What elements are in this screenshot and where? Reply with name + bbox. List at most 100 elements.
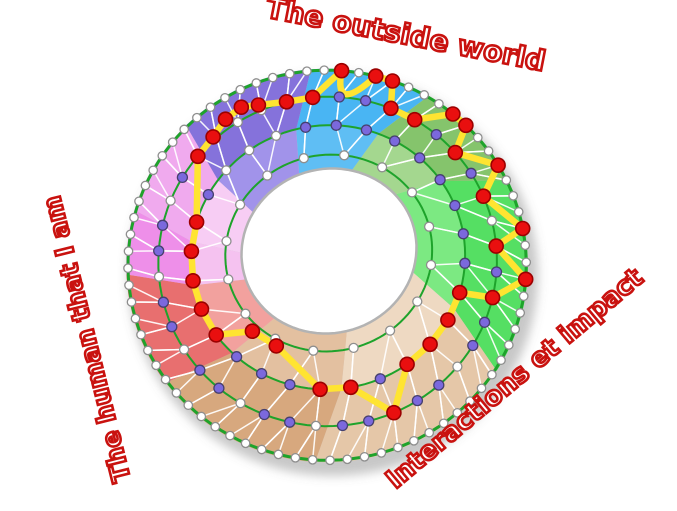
node-white[interactable]: [521, 257, 532, 268]
node-white[interactable]: [412, 296, 423, 307]
node-white[interactable]: [123, 246, 134, 257]
node-red-highlight[interactable]: [383, 100, 399, 117]
node-white[interactable]: [157, 150, 168, 161]
node-slate[interactable]: [465, 167, 477, 179]
node-white[interactable]: [465, 396, 475, 406]
node-white[interactable]: [423, 221, 435, 232]
node-white[interactable]: [425, 259, 437, 271]
node-white[interactable]: [256, 444, 267, 455]
node-white[interactable]: [240, 308, 251, 319]
node-white[interactable]: [434, 98, 444, 109]
node-white[interactable]: [298, 153, 309, 164]
node-white[interactable]: [452, 361, 463, 372]
node-red-highlight[interactable]: [367, 68, 384, 84]
node-white[interactable]: [153, 271, 165, 282]
node-white[interactable]: [262, 170, 273, 181]
node-white[interactable]: [359, 451, 370, 462]
node-white[interactable]: [290, 452, 301, 463]
node-red-highlight[interactable]: [406, 111, 423, 128]
node-white[interactable]: [308, 345, 319, 356]
node-red-highlight[interactable]: [384, 73, 401, 89]
node-red-highlight[interactable]: [278, 94, 295, 110]
node-white[interactable]: [487, 369, 497, 380]
node-red-highlight[interactable]: [185, 272, 201, 289]
node-white[interactable]: [339, 150, 350, 161]
node-white[interactable]: [353, 67, 364, 78]
node-red-highlight[interactable]: [312, 381, 328, 398]
node-white[interactable]: [125, 229, 136, 240]
node-white[interactable]: [452, 407, 463, 418]
node-white[interactable]: [151, 360, 161, 371]
node-white[interactable]: [319, 65, 330, 76]
node-slate[interactable]: [430, 128, 442, 141]
node-red-highlight[interactable]: [183, 243, 200, 260]
node-white[interactable]: [515, 308, 526, 318]
node-slate[interactable]: [457, 228, 469, 240]
node-slate[interactable]: [414, 152, 426, 164]
node-slate[interactable]: [166, 321, 178, 333]
node-red-highlight[interactable]: [514, 220, 531, 237]
node-red-highlight[interactable]: [193, 301, 210, 317]
node-white[interactable]: [419, 90, 430, 100]
node-white[interactable]: [508, 190, 519, 201]
node-white[interactable]: [518, 291, 529, 302]
node-slate[interactable]: [284, 378, 296, 391]
node-white[interactable]: [232, 117, 243, 128]
node-red-highlight[interactable]: [440, 312, 456, 328]
node-white[interactable]: [123, 263, 133, 274]
node-white[interactable]: [302, 66, 312, 77]
node-white[interactable]: [496, 355, 506, 366]
node-white[interactable]: [129, 212, 139, 223]
node-red-highlight[interactable]: [244, 323, 261, 340]
node-red-highlight[interactable]: [490, 157, 506, 173]
node-white[interactable]: [160, 374, 171, 385]
node-slate[interactable]: [449, 199, 461, 212]
node-slate[interactable]: [459, 257, 471, 269]
node-white[interactable]: [235, 84, 246, 95]
node-white[interactable]: [244, 145, 255, 156]
node-slate[interactable]: [360, 124, 373, 136]
node-red-highlight[interactable]: [333, 62, 350, 79]
node-red-highlight[interactable]: [250, 97, 267, 113]
node-white[interactable]: [310, 420, 322, 431]
node-red-highlight[interactable]: [475, 188, 492, 204]
node-white[interactable]: [235, 397, 246, 409]
node-slate[interactable]: [359, 95, 372, 107]
node-red-highlight[interactable]: [422, 336, 438, 353]
node-red-highlight[interactable]: [217, 111, 234, 127]
node-slate[interactable]: [434, 174, 446, 186]
node-white[interactable]: [501, 175, 512, 185]
node-white[interactable]: [384, 325, 396, 336]
node-red-highlight[interactable]: [399, 356, 415, 373]
node-white[interactable]: [167, 137, 178, 148]
node-white[interactable]: [148, 165, 159, 176]
node-slate[interactable]: [490, 266, 503, 278]
node-slate[interactable]: [284, 416, 296, 428]
node-white[interactable]: [403, 82, 414, 93]
node-slate[interactable]: [153, 245, 165, 257]
node-white[interactable]: [178, 344, 190, 355]
node-white[interactable]: [267, 72, 278, 83]
node-white[interactable]: [284, 68, 295, 79]
node-slate[interactable]: [478, 316, 491, 328]
node-slate[interactable]: [330, 119, 342, 131]
node-slate[interactable]: [156, 219, 169, 231]
node-white[interactable]: [136, 329, 146, 340]
node-white[interactable]: [406, 187, 418, 198]
node-white[interactable]: [126, 297, 137, 307]
node-white[interactable]: [134, 196, 144, 207]
node-white[interactable]: [221, 165, 232, 176]
node-slate[interactable]: [433, 379, 445, 391]
node-white[interactable]: [143, 345, 153, 356]
node-slate[interactable]: [258, 408, 270, 421]
node-red-highlight[interactable]: [447, 144, 464, 161]
node-red-highlight[interactable]: [205, 129, 221, 145]
node-red-highlight[interactable]: [451, 284, 468, 301]
node-white[interactable]: [510, 324, 521, 335]
node-slate[interactable]: [202, 188, 215, 201]
node-slate[interactable]: [194, 364, 206, 376]
node-white[interactable]: [183, 400, 194, 411]
node-white[interactable]: [393, 442, 403, 453]
node-white[interactable]: [409, 435, 419, 446]
node-white[interactable]: [124, 280, 134, 291]
